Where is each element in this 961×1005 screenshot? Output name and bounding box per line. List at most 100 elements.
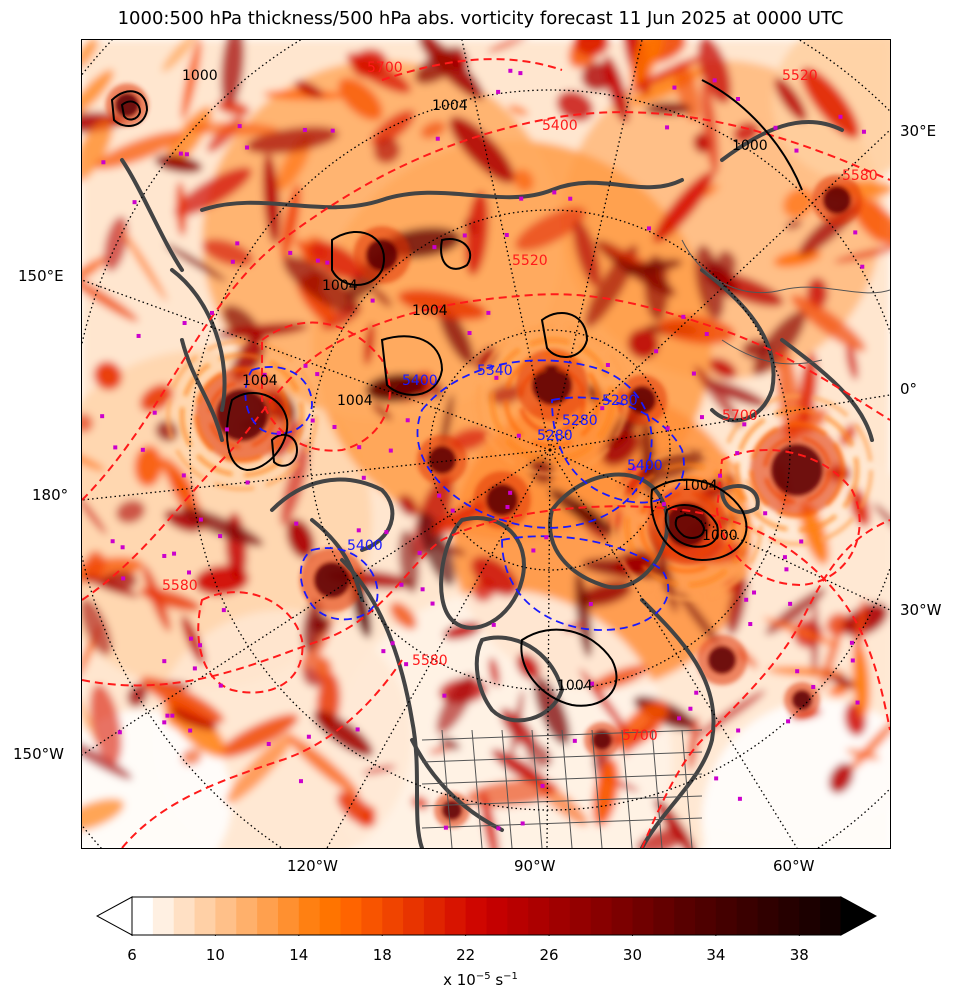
lon-label-60w: 60°W (773, 857, 815, 875)
station-marker (568, 196, 573, 201)
vorticity-streak (472, 578, 495, 602)
station-marker (170, 713, 175, 718)
pressure-label: 1004 (242, 373, 278, 389)
vorticity-streak (717, 250, 737, 275)
units-exponent-2: −1 (503, 971, 518, 982)
vorticity-streak (766, 666, 847, 677)
station-marker (303, 363, 308, 368)
station-marker (694, 690, 699, 695)
vorticity-streak (615, 700, 669, 751)
pressure-contour (701, 79, 803, 191)
station-marker (178, 151, 183, 156)
vorticity-streak (160, 457, 196, 501)
vorticity-swirl (490, 338, 614, 462)
thickness-label: 5400 (542, 118, 578, 134)
station-marker (688, 706, 693, 711)
vorticity-streak (852, 197, 890, 247)
colorbar-tick-label: 30 (622, 946, 643, 964)
vorticity-streak (475, 346, 498, 371)
colorbar-segment (382, 897, 404, 935)
station-marker (788, 601, 793, 606)
vorticity-streak (709, 358, 737, 379)
coastline-segment (780, 338, 874, 442)
colorbar-segment (507, 897, 529, 935)
vorticity-streak (727, 577, 747, 636)
colorbar-tick-label: 38 (789, 946, 809, 964)
station-marker (450, 508, 455, 513)
vorticity-streak (370, 109, 415, 147)
colorbar-segment (653, 897, 675, 935)
vorticity-streak (842, 602, 888, 637)
station-marker (853, 230, 858, 235)
vorticity-streak (629, 40, 665, 88)
vorticity-streak (280, 441, 310, 527)
vorticity-streak (139, 587, 201, 612)
thickness-label-cold: 5400 (402, 373, 438, 389)
station-marker (184, 152, 189, 157)
vorticity-core (115, 93, 139, 117)
colorbar-segment (611, 897, 634, 935)
station-marker (230, 259, 235, 264)
vorticity-streak (534, 677, 571, 745)
station-marker (355, 727, 360, 732)
vorticity-streak (791, 294, 866, 352)
station-marker (763, 511, 768, 516)
station-marker (224, 427, 229, 432)
state-border (471, 729, 483, 848)
coastline-segment (310, 518, 364, 602)
vorticity-streak (774, 77, 807, 122)
station-marker (113, 445, 118, 450)
station-marker (552, 190, 557, 195)
coastlines (120, 120, 874, 848)
vorticity-streak (186, 121, 279, 136)
station-marker (237, 124, 242, 129)
vorticity-streak (834, 246, 890, 263)
station-marker (665, 426, 670, 431)
station-marker (520, 821, 525, 826)
latitude-circle (309, 209, 791, 691)
station-marker (795, 669, 800, 674)
colorbar-tick-label: 6 (127, 946, 137, 964)
vorticity-streak (218, 713, 299, 758)
graticule (82, 40, 890, 848)
vorticity-streak (763, 617, 841, 647)
station-marker (742, 422, 747, 427)
vorticity-streak (418, 40, 484, 100)
station-marker (192, 666, 197, 671)
vorticity-core (366, 239, 398, 271)
vorticity-streak (362, 765, 396, 775)
vorticity-streak (694, 245, 725, 320)
lon-label-30e: 30°E (900, 122, 937, 140)
station-marker (799, 539, 804, 544)
state-border (421, 729, 703, 741)
vorticity-streak (592, 758, 619, 827)
vorticity-streak (82, 413, 94, 433)
station-marker (516, 433, 521, 438)
colorbar-segment (423, 897, 446, 935)
station-marker (786, 719, 791, 724)
station-marker (494, 375, 499, 380)
lon-label-150w: 150°W (13, 745, 64, 763)
vorticity-map: 5700 5580 5520 5400 5700 5580 5580 5520 5700 5340… (82, 40, 890, 848)
station-marker (315, 372, 320, 377)
vorticity-streak (490, 384, 523, 405)
station-marker (357, 445, 362, 450)
colorbar-segment (715, 897, 738, 935)
vorticity-streak (164, 243, 227, 282)
station-marker (218, 534, 223, 539)
station-marker (209, 310, 214, 315)
station-marker (699, 415, 704, 420)
colorbar-segment (277, 897, 300, 935)
thickness-contour (82, 293, 890, 601)
vorticity-streak (220, 40, 245, 109)
colorbar-segment (132, 897, 154, 935)
vorticity-streak (529, 457, 555, 484)
coastline-segment (439, 516, 526, 630)
longitude-line (546, 449, 551, 848)
station-marker (262, 372, 267, 377)
station-marker (442, 693, 447, 698)
station-marker (430, 601, 435, 606)
station-marker (508, 68, 513, 73)
station-marker (330, 128, 335, 133)
state-border (531, 729, 543, 848)
